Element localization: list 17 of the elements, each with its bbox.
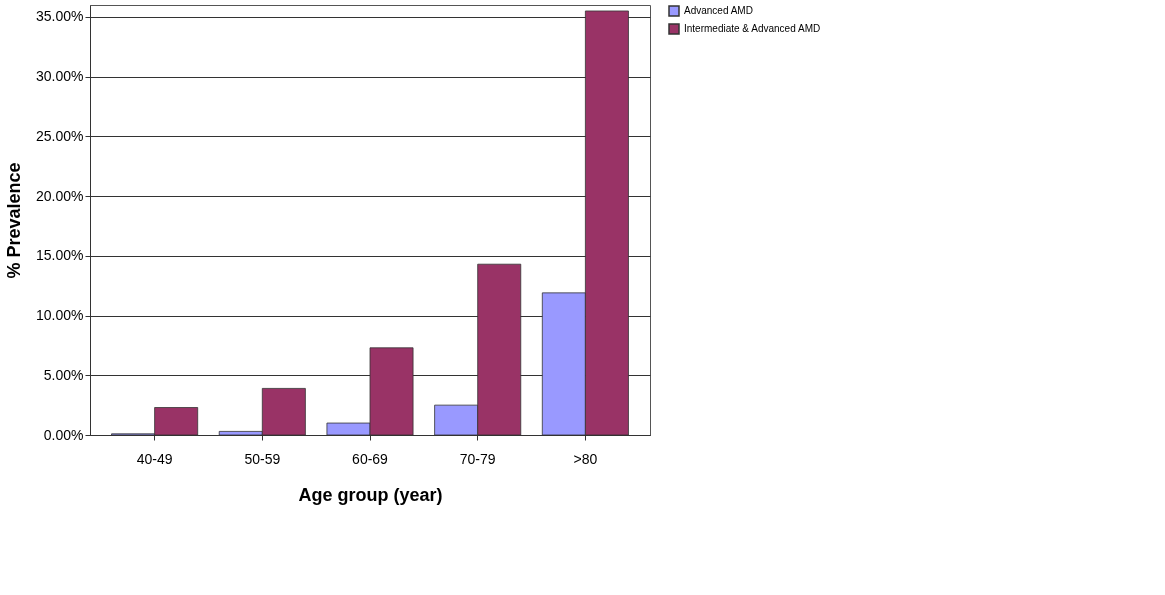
x-tick-label: 40-49 xyxy=(136,450,173,467)
y-tick-label: 10.00% xyxy=(36,307,84,324)
legend-label: Intermediate & Advanced AMD xyxy=(684,23,821,34)
x-tick-label: 50-59 xyxy=(244,450,281,467)
x-tick-label: 60-69 xyxy=(352,450,389,467)
y-tick-label: 15.00% xyxy=(36,247,84,264)
x-tick-label: 70-79 xyxy=(459,450,496,467)
y-tick-label: 35.00% xyxy=(36,8,84,25)
y-tick-label: 20.00% xyxy=(36,187,84,204)
y-tick-label: 0.00% xyxy=(43,426,84,443)
x-tick-label: >80 xyxy=(573,450,598,467)
legend-label: Advanced AMD xyxy=(684,5,753,16)
y-tick-label: 5.00% xyxy=(43,366,84,383)
x-axis-title: Age group (year) xyxy=(298,484,443,505)
y-tick-label: 30.00% xyxy=(36,68,84,85)
y-tick-label: 25.00% xyxy=(36,127,84,144)
y-axis-title: % Prevalence xyxy=(4,162,25,279)
